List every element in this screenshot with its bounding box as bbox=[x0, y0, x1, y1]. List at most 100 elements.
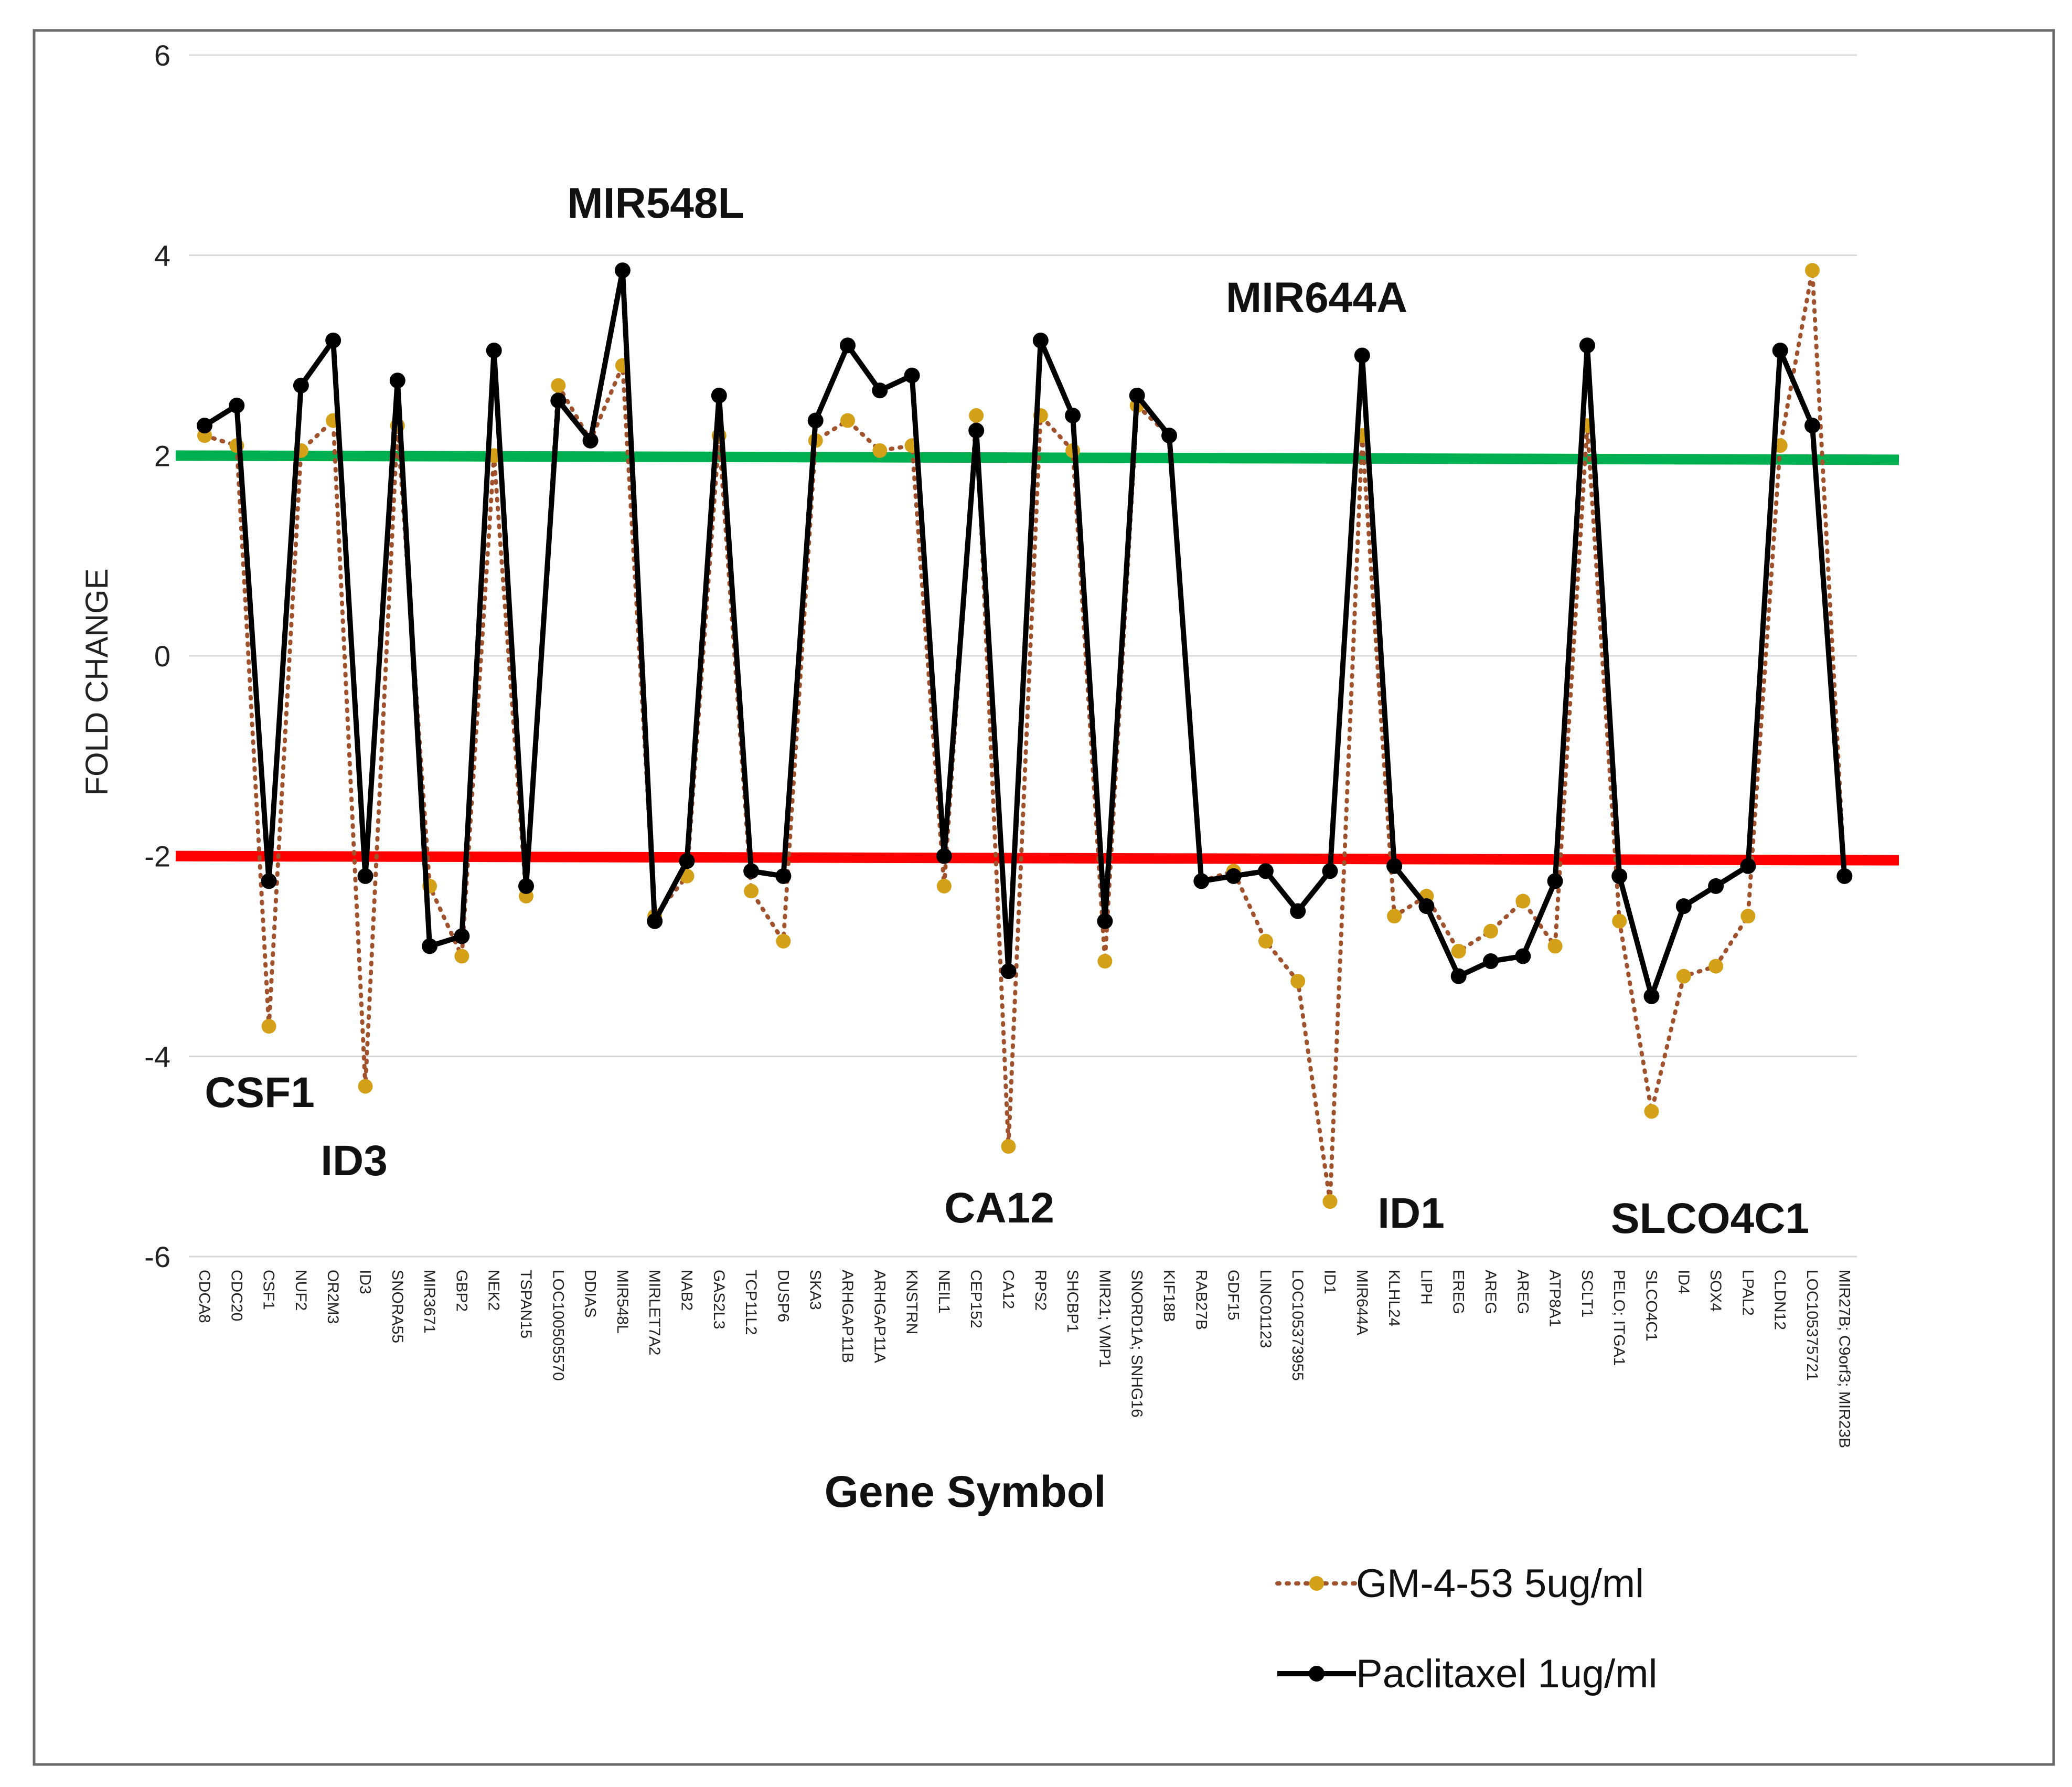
x-tick-label: TSPAN15 bbox=[517, 1270, 535, 1338]
data-point-paclitaxel bbox=[1418, 898, 1435, 914]
data-point-paclitaxel bbox=[1097, 913, 1113, 929]
data-point-gm-4-53 bbox=[969, 408, 984, 423]
data-point-gm-4-53 bbox=[261, 1019, 276, 1034]
legend-marker-paclitaxel bbox=[1309, 1666, 1325, 1682]
x-tick-label: MIR3671 bbox=[421, 1270, 438, 1334]
data-point-gm-4-53 bbox=[840, 413, 855, 428]
x-tick-label: EREG bbox=[1450, 1270, 1467, 1314]
series-layer bbox=[197, 262, 1853, 1209]
x-tick-label: GDF15 bbox=[1225, 1270, 1242, 1321]
legend: GM-4-53 5ug/ml Paclitaxel 1ug/ml bbox=[1275, 1561, 1658, 1696]
data-point-paclitaxel bbox=[614, 262, 631, 279]
x-tick-label: ARHGAP11A bbox=[871, 1270, 888, 1363]
x-tick-label: MIR644A bbox=[1353, 1270, 1371, 1335]
data-point-paclitaxel bbox=[582, 432, 599, 449]
data-point-paclitaxel bbox=[936, 848, 952, 864]
data-point-paclitaxel bbox=[1611, 868, 1628, 884]
data-point-gm-4-53 bbox=[551, 378, 566, 393]
y-tick-label: 0 bbox=[154, 640, 170, 673]
data-point-paclitaxel bbox=[1804, 418, 1820, 434]
x-tick-label: SHCBP1 bbox=[1064, 1270, 1081, 1333]
y-axis-label: FOLD CHANGE bbox=[79, 568, 114, 795]
x-tick-label: CSF1 bbox=[260, 1270, 277, 1310]
data-point-gm-4-53 bbox=[1708, 959, 1724, 974]
data-point-paclitaxel bbox=[711, 387, 727, 403]
y-tick-label: -6 bbox=[144, 1240, 170, 1273]
data-point-gm-4-53 bbox=[1322, 1194, 1338, 1209]
x-tick-label: CEP152 bbox=[967, 1270, 985, 1328]
series-line-gm-4-53 bbox=[202, 268, 1847, 1204]
data-point-paclitaxel bbox=[840, 337, 856, 354]
x-tick-label: PELO; ITGA1 bbox=[1610, 1270, 1628, 1366]
annotation-mir644a: MIR644A bbox=[1226, 274, 1407, 322]
data-point-gm-4-53 bbox=[936, 878, 952, 893]
data-point-paclitaxel bbox=[1708, 878, 1724, 894]
x-tick-label: ATP8A1 bbox=[1546, 1270, 1564, 1327]
data-point-gm-4-53 bbox=[1805, 263, 1820, 278]
data-point-paclitaxel bbox=[1193, 873, 1210, 889]
x-tick-label: AREG bbox=[1482, 1270, 1499, 1314]
data-point-paclitaxel bbox=[1161, 428, 1177, 444]
data-point-gm-4-53 bbox=[1097, 954, 1113, 969]
data-point-paclitaxel bbox=[1643, 988, 1660, 1004]
x-tick-label: MIR27B; C9orf3; MIR23B bbox=[1835, 1270, 1853, 1448]
data-point-paclitaxel bbox=[293, 377, 309, 393]
data-point-gm-4-53 bbox=[1001, 1139, 1016, 1154]
data-point-gm-4-53 bbox=[1547, 939, 1563, 954]
y-tick-label: -4 bbox=[144, 1040, 170, 1073]
annotation-id3: ID3 bbox=[321, 1137, 388, 1185]
data-point-paclitaxel bbox=[518, 878, 534, 894]
x-tick-label: ID3 bbox=[357, 1270, 374, 1294]
data-point-paclitaxel bbox=[775, 868, 792, 884]
data-point-gm-4-53 bbox=[1483, 923, 1498, 939]
data-point-paclitaxel bbox=[197, 418, 212, 434]
data-point-paclitaxel bbox=[1675, 898, 1692, 914]
x-tick-label: CDCA8 bbox=[196, 1270, 213, 1323]
x-tick-label: DUSP6 bbox=[774, 1270, 792, 1322]
data-point-paclitaxel bbox=[1129, 387, 1145, 403]
x-tick-label: KNSTRN bbox=[903, 1270, 921, 1334]
x-tick-label: CLDN12 bbox=[1771, 1270, 1789, 1330]
x-tick-label: SNORD1A; SNHG16 bbox=[1128, 1270, 1146, 1418]
data-point-paclitaxel bbox=[1290, 903, 1306, 919]
data-point-paclitaxel bbox=[1772, 342, 1788, 358]
data-point-paclitaxel bbox=[1354, 347, 1370, 364]
x-tick-label: DDIAS bbox=[582, 1270, 599, 1318]
x-tick-label: CDC20 bbox=[228, 1270, 245, 1321]
data-point-paclitaxel bbox=[1000, 963, 1017, 980]
data-point-paclitaxel bbox=[550, 392, 567, 409]
data-point-paclitaxel bbox=[454, 928, 470, 944]
data-point-gm-4-53 bbox=[1290, 974, 1306, 989]
chart-frame bbox=[33, 29, 2055, 1766]
x-tick-label: RAB27B bbox=[1192, 1270, 1210, 1330]
x-tick-label: CA12 bbox=[1000, 1270, 1017, 1309]
x-tick-label: SOX4 bbox=[1707, 1270, 1724, 1312]
annotation-mir548l: MIR548L bbox=[567, 179, 744, 227]
data-point-gm-4-53 bbox=[1740, 909, 1756, 924]
data-point-paclitaxel bbox=[904, 367, 920, 384]
x-tick-label: NAB2 bbox=[678, 1270, 696, 1311]
data-point-paclitaxel bbox=[1740, 858, 1756, 874]
x-tick-labels: CDCA8 CDC20 CSF1 NUF2 OR2M3 ID3 SNORA55 MIR3671… bbox=[196, 1270, 1853, 1448]
legend-label-paclitaxel: Paclitaxel 1ug/ml bbox=[1356, 1652, 1658, 1696]
x-tick-label: RPS2 bbox=[1032, 1270, 1049, 1311]
data-point-gm-4-53 bbox=[1515, 893, 1531, 909]
data-point-gm-4-53 bbox=[1644, 1104, 1659, 1119]
data-point-paclitaxel bbox=[357, 868, 373, 884]
data-point-paclitaxel bbox=[422, 938, 438, 954]
x-tick-label: SKA3 bbox=[807, 1270, 824, 1310]
x-tick-label: MIR548L bbox=[614, 1270, 631, 1334]
x-tick-label: LOC100505570 bbox=[549, 1270, 567, 1381]
x-tick-label: ARHGAP11B bbox=[839, 1270, 856, 1363]
x-tick-label: KIF18B bbox=[1160, 1270, 1178, 1322]
x-tick-label: SLCO4C1 bbox=[1643, 1270, 1660, 1342]
x-tick-label: AREG bbox=[1514, 1270, 1531, 1314]
x-tick-label: MIR21; VMP1 bbox=[1096, 1270, 1113, 1368]
x-tick-label: MIRLET7A2 bbox=[646, 1270, 663, 1355]
x-tick-label: NUF2 bbox=[292, 1270, 309, 1311]
data-point-gm-4-53 bbox=[776, 933, 791, 949]
data-point-gm-4-53 bbox=[1612, 913, 1627, 929]
data-point-paclitaxel bbox=[1032, 332, 1049, 348]
data-point-paclitaxel bbox=[968, 422, 985, 439]
